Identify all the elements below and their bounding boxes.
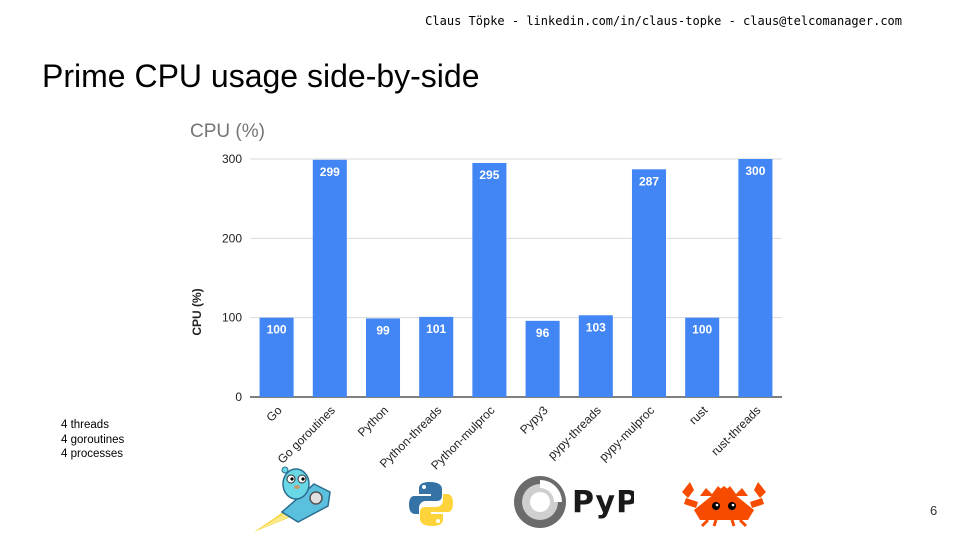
python-logo-icon bbox=[409, 482, 453, 526]
bar-data-label: 96 bbox=[536, 326, 550, 340]
bar-data-label: 101 bbox=[426, 322, 446, 336]
x-tick-label: Go bbox=[263, 403, 284, 424]
contact-header: Claus Töpke - linkedin.com/in/claus-topk… bbox=[425, 14, 902, 28]
y-tick-label: 200 bbox=[222, 231, 242, 245]
x-tick-label: pypy-mulproc bbox=[596, 403, 657, 464]
bar bbox=[525, 320, 560, 397]
note-goroutines: 4 goroutines bbox=[61, 433, 125, 446]
bar bbox=[631, 169, 667, 397]
x-tick-label: pypy-threads bbox=[545, 403, 604, 462]
bar bbox=[472, 162, 507, 397]
bar bbox=[365, 318, 401, 397]
bar-data-label: 299 bbox=[320, 165, 340, 179]
bar-data-label: 287 bbox=[639, 174, 659, 188]
x-tick-label: Pypy3 bbox=[517, 403, 551, 437]
bar-data-label: 100 bbox=[267, 323, 287, 337]
bar-data-label: 295 bbox=[479, 168, 499, 182]
go-gopher-rocket-icon bbox=[254, 466, 331, 532]
x-tick-label: rust-threads bbox=[708, 403, 763, 458]
bar bbox=[685, 317, 720, 397]
bar-data-label: 99 bbox=[376, 323, 390, 337]
y-axis-label: CPU (%) bbox=[190, 288, 204, 335]
y-tick-label: 0 bbox=[235, 390, 242, 404]
note-threads: 4 threads bbox=[61, 419, 109, 431]
chart-title: CPU (%) bbox=[190, 121, 265, 142]
note-processes: 4 processes bbox=[61, 448, 124, 460]
page-number: 6 bbox=[930, 503, 938, 518]
bar bbox=[578, 315, 613, 397]
bar bbox=[312, 159, 347, 397]
bar-data-label: 100 bbox=[692, 323, 712, 337]
bar-data-label: 300 bbox=[745, 164, 765, 178]
x-tick-label: Python bbox=[355, 403, 391, 439]
y-tick-label: 300 bbox=[222, 152, 242, 166]
y-tick-label: 100 bbox=[222, 311, 242, 325]
pypy-logo-icon: PyPy bbox=[514, 476, 634, 528]
bar bbox=[419, 316, 454, 397]
pypy-wordmark: PyPy bbox=[572, 485, 634, 520]
language-logos: PyPy bbox=[0, 460, 960, 540]
bar bbox=[259, 317, 294, 397]
bar-data-label: 103 bbox=[586, 320, 606, 334]
bar bbox=[738, 159, 773, 397]
slide-title: Prime CPU usage side-by-side bbox=[42, 58, 480, 94]
x-tick-label: rust bbox=[686, 403, 711, 428]
thread-notes: 4 threads 4 goroutines 4 processes bbox=[61, 418, 124, 462]
rust-ferris-crab-icon bbox=[682, 482, 766, 528]
